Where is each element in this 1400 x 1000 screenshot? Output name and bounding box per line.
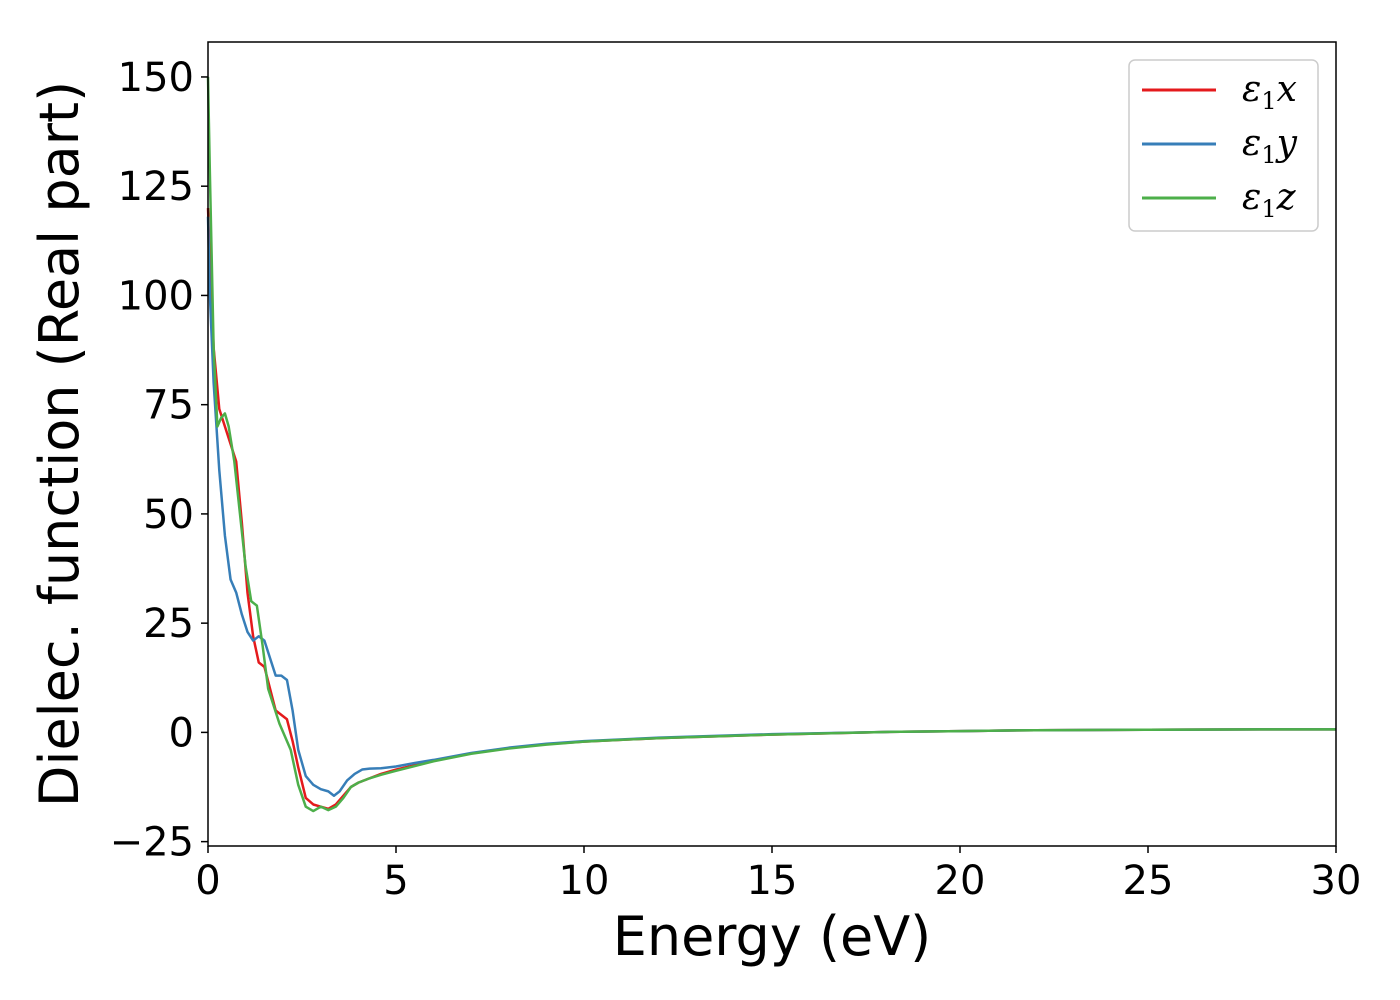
- legend-label-y: ε1y: [1242, 123, 1298, 169]
- series-line-z: [206, 76, 1336, 813]
- x-tick-label: 20: [935, 858, 986, 904]
- y-tick-label: 150: [118, 55, 194, 101]
- legend: ε1x ε1y ε1z: [1128, 59, 1319, 232]
- y-tick-label: −25: [110, 820, 194, 866]
- x-tick-label: 30: [1311, 858, 1362, 904]
- y-axis-label: Dielec. function (Real part): [28, 81, 91, 807]
- x-tick-label: 15: [747, 858, 798, 904]
- x-axis-ticks: 0 5 10 15 20 25 30: [195, 846, 1361, 904]
- legend-box: [1128, 59, 1319, 232]
- y-tick-label: 25: [143, 601, 194, 647]
- x-axis-label: Energy (eV): [613, 905, 932, 968]
- series-layer: [206, 76, 1336, 813]
- series-line-x: [206, 207, 1336, 811]
- y-tick-label: 100: [118, 273, 194, 319]
- y-axis-ticks: −25 0 25 50 75 100 125 150: [110, 55, 208, 866]
- x-tick-label: 25: [1123, 858, 1174, 904]
- x-tick-label: 10: [559, 858, 610, 904]
- y-tick-label: 50: [143, 492, 194, 538]
- y-tick-label: 0: [169, 710, 194, 756]
- x-tick-label: 0: [195, 858, 220, 904]
- y-tick-label: 125: [118, 164, 194, 210]
- legend-label-x: ε1x: [1242, 69, 1297, 115]
- y-tick-label: 75: [143, 383, 194, 429]
- x-tick-label: 5: [383, 858, 408, 904]
- series-line-y: [206, 216, 1336, 797]
- legend-label-z: ε1z: [1242, 177, 1297, 223]
